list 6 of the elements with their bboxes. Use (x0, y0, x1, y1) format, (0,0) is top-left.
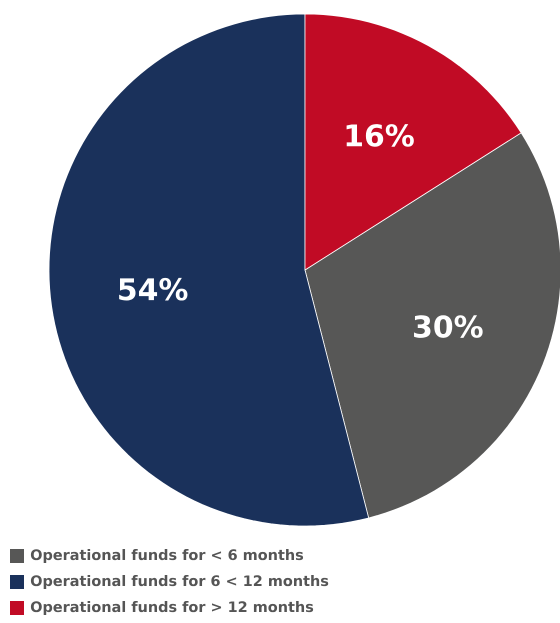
legend-label: Operational funds for > 12 months (30, 600, 314, 615)
data-label: 16% (346, 124, 414, 147)
legend-label: Operational funds for < 6 months (30, 548, 304, 563)
data-label: 30% (414, 315, 483, 338)
legend-label: Operational funds for 6 < 12 months (30, 574, 328, 589)
data-label: 54% (119, 278, 188, 301)
